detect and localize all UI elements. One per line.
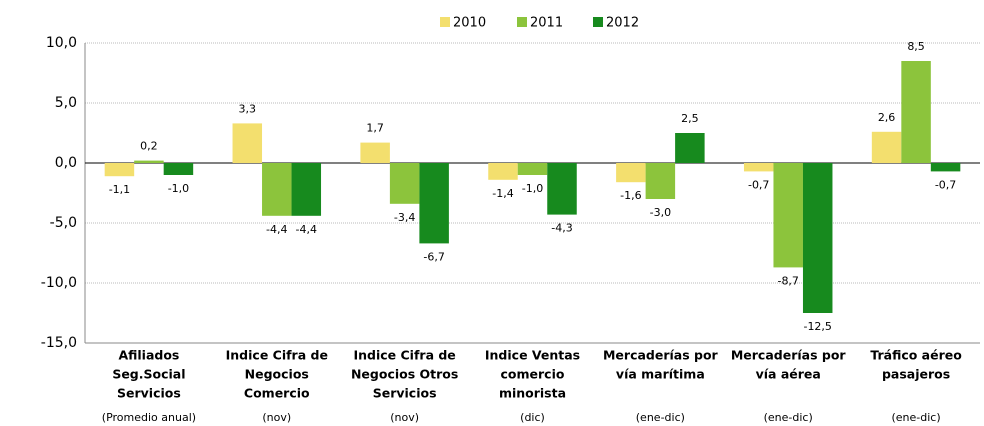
y-tick-label: 0,0: [55, 155, 77, 171]
x-tick-label: Tráfico aéreo: [870, 348, 962, 363]
bar: [134, 160, 164, 163]
x-tick-label: vía aérea: [756, 367, 821, 382]
value-label: 2,5: [681, 112, 699, 125]
bar: [871, 131, 902, 163]
x-sublabel: (ene-dic): [891, 411, 940, 424]
x-sublabel: (Promedio anual): [102, 411, 196, 424]
legend-swatch: [517, 17, 527, 27]
x-tick-label: pasajeros: [882, 367, 950, 382]
value-label: -3,0: [650, 206, 671, 219]
legend-label: 2010: [453, 16, 486, 31]
bar: [616, 163, 646, 183]
bar: [488, 163, 518, 180]
x-tick-label: Servicios: [117, 386, 181, 401]
x-tick-label: Seg.Social: [112, 367, 185, 382]
x-sublabel: (ene-dic): [636, 411, 685, 424]
value-label: -1,0: [168, 182, 189, 195]
value-label: -0,7: [748, 178, 769, 191]
value-label: -4,4: [266, 223, 287, 236]
legend-swatch: [440, 17, 450, 27]
x-sublabel: (ene-dic): [764, 411, 813, 424]
bar: [262, 163, 292, 216]
x-tick-label: minorista: [499, 386, 566, 401]
x-tick-label: Negocios Otros: [351, 367, 458, 382]
bar: [291, 163, 322, 216]
y-tick-label: 5,0: [55, 95, 77, 111]
y-tick-label: 10,0: [46, 35, 77, 51]
bar: [389, 163, 420, 204]
bar: [802, 163, 833, 313]
bar: [360, 142, 390, 163]
x-tick-label: comercio: [501, 367, 565, 382]
value-label: -6,7: [423, 250, 444, 263]
x-tick-label: Indice Cifra de: [353, 348, 455, 363]
x-tick-label: vía marítima: [616, 367, 705, 382]
x-tick-label: Comercio: [244, 386, 310, 401]
value-label: -0,7: [935, 178, 956, 191]
bar: [232, 123, 263, 163]
x-tick-label: Mercaderías por: [603, 348, 719, 363]
bar: [547, 163, 577, 215]
bar: [645, 163, 676, 199]
value-label: 1,7: [366, 122, 384, 135]
value-label: 2,6: [878, 111, 896, 124]
value-label: -1,6: [620, 189, 641, 202]
value-label: 8,5: [907, 40, 925, 53]
bar: [773, 163, 803, 268]
x-sublabel: (nov): [390, 411, 419, 424]
x-tick-label: Servicios: [373, 386, 437, 401]
value-label: -12,5: [803, 320, 831, 333]
bar: [163, 163, 194, 175]
bar: [743, 163, 774, 172]
x-tick-label: Indice Ventas: [485, 348, 580, 363]
bar: [517, 163, 548, 175]
x-tick-label: Afiliados: [118, 348, 179, 363]
bar: [901, 61, 931, 163]
x-tick-label: Negocios: [245, 367, 309, 382]
value-label: -1,1: [109, 183, 130, 196]
x-tick-label: Indice Cifra de: [226, 348, 328, 363]
bar: [104, 163, 135, 177]
value-label: -4,3: [551, 222, 572, 235]
y-tick-label: -5,0: [50, 215, 77, 231]
value-label: 0,2: [140, 140, 158, 153]
x-tick-label: Mercaderías por: [731, 348, 847, 363]
bar: [419, 163, 449, 244]
x-sublabel: (dic): [520, 411, 545, 424]
bar: [930, 163, 961, 172]
y-tick-label: -15,0: [41, 335, 77, 351]
value-label: -1,0: [522, 182, 543, 195]
value-label: -8,7: [777, 274, 798, 287]
legend-label: 2011: [530, 16, 563, 31]
bar: [675, 133, 705, 163]
value-label: -3,4: [394, 211, 415, 224]
value-label: 3,3: [239, 102, 257, 115]
value-label: -4,4: [296, 223, 317, 236]
value-label: -1,4: [492, 187, 513, 200]
legend-label: 2012: [606, 16, 639, 31]
y-tick-label: -10,0: [41, 275, 77, 291]
legend-swatch: [593, 17, 603, 27]
x-sublabel: (nov): [262, 411, 291, 424]
